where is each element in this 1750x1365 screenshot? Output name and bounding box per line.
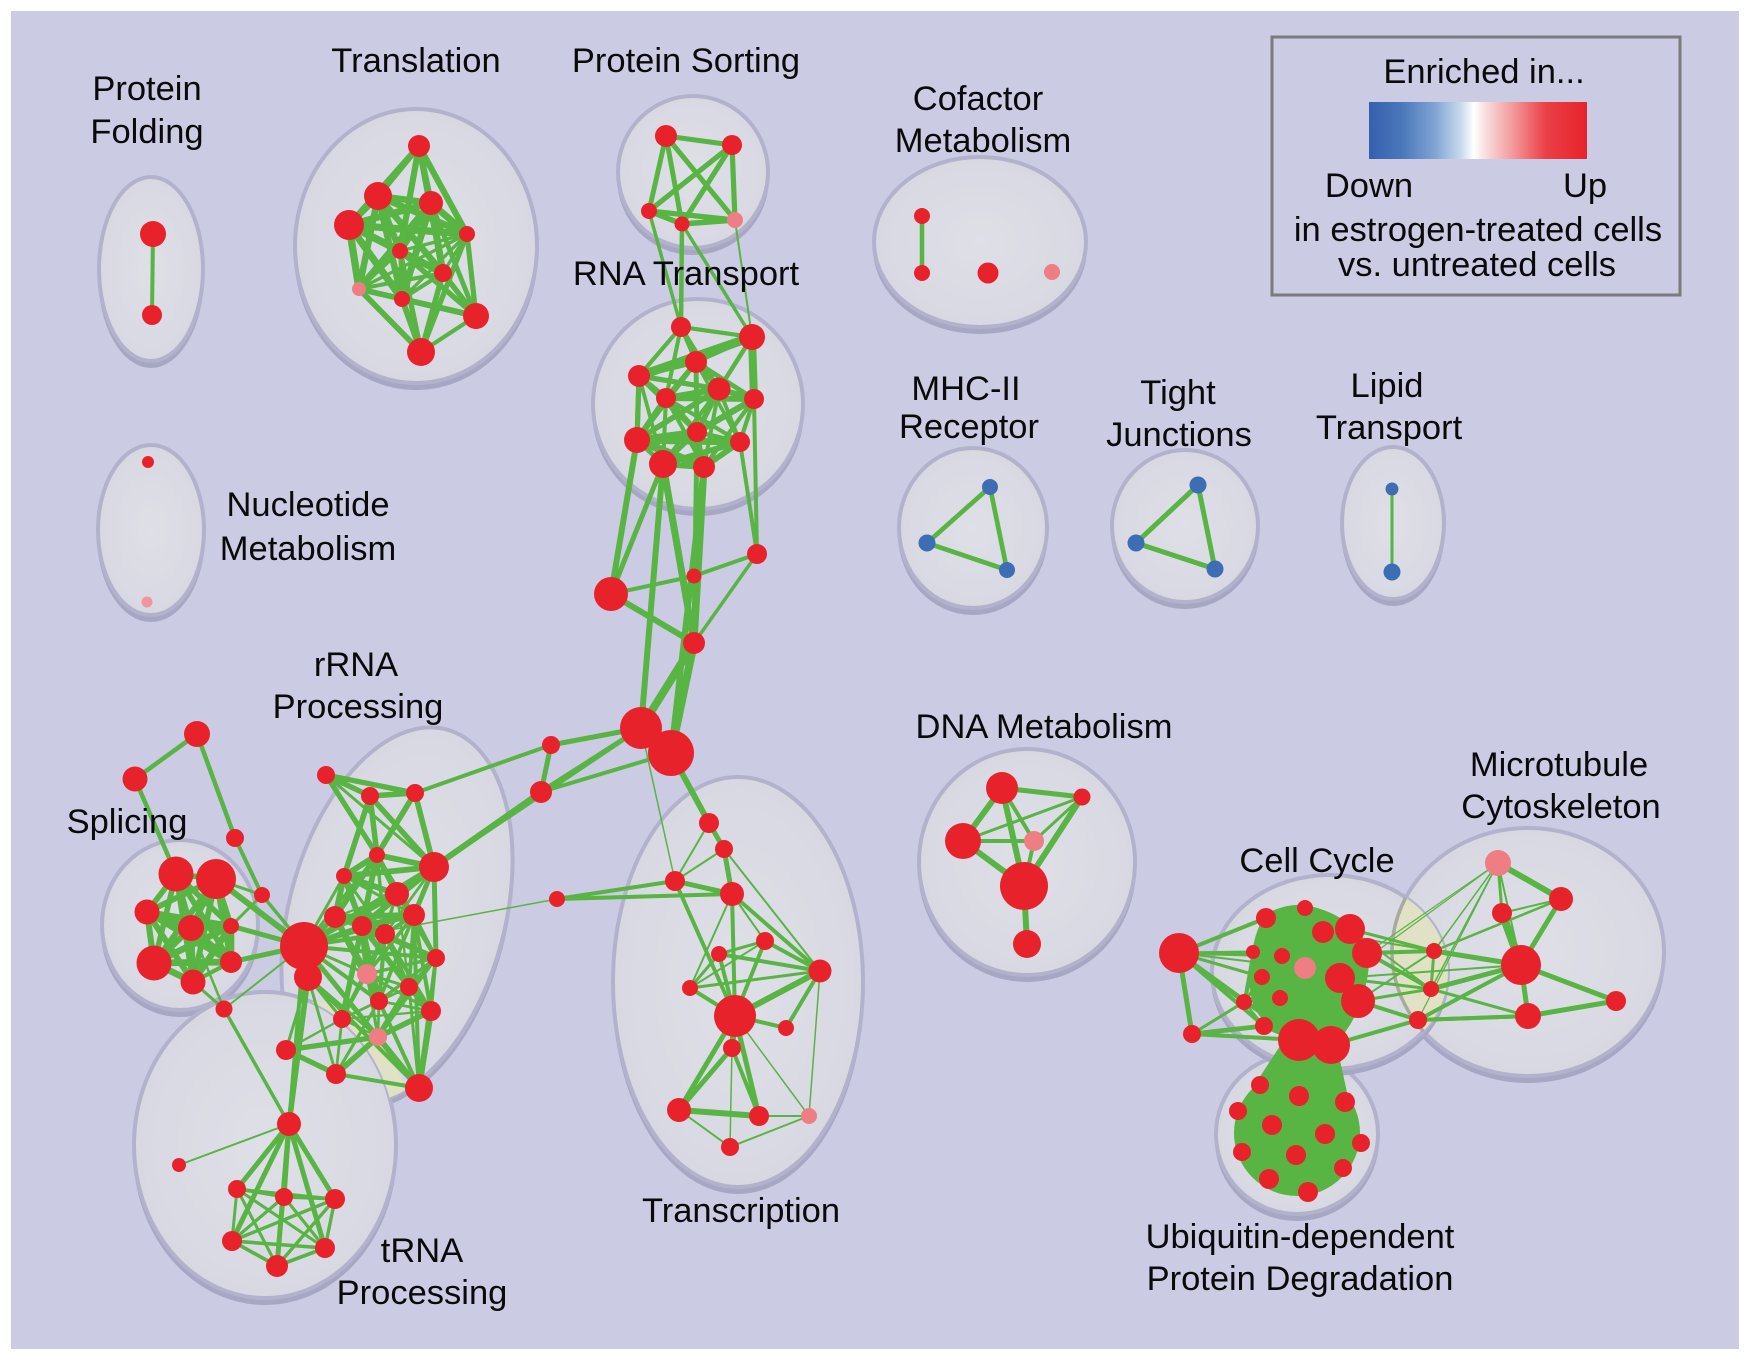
svg-text:Processing: Processing — [273, 688, 444, 726]
svg-text:Translation: Translation — [331, 42, 500, 80]
svg-text:Protein: Protein — [92, 70, 201, 108]
svg-text:RNA Transport: RNA Transport — [573, 255, 800, 293]
svg-text:MHC-II: MHC-II — [911, 370, 1020, 408]
svg-text:vs. untreated cells: vs. untreated cells — [1338, 246, 1616, 284]
svg-text:Processing: Processing — [337, 1274, 508, 1312]
svg-text:Cofactor: Cofactor — [913, 80, 1043, 118]
svg-text:Protein Degradation: Protein Degradation — [1147, 1260, 1454, 1298]
svg-text:Cytoskeleton: Cytoskeleton — [1461, 788, 1660, 826]
svg-text:Tight: Tight — [1140, 374, 1216, 412]
svg-text:Receptor: Receptor — [899, 408, 1039, 446]
svg-text:Microtubule: Microtubule — [1470, 746, 1648, 784]
svg-text:Junctions: Junctions — [1106, 416, 1252, 454]
svg-text:DNA Metabolism: DNA Metabolism — [916, 708, 1173, 746]
svg-text:Down: Down — [1325, 167, 1413, 205]
svg-text:Transcription: Transcription — [642, 1192, 840, 1230]
svg-text:in estrogen-treated cells: in estrogen-treated cells — [1294, 211, 1662, 249]
svg-text:Metabolism: Metabolism — [220, 530, 396, 568]
svg-text:tRNA: tRNA — [381, 1232, 463, 1270]
svg-text:Enriched in...: Enriched in... — [1383, 53, 1584, 91]
svg-text:Ubiquitin-dependent: Ubiquitin-dependent — [1146, 1218, 1455, 1256]
svg-text:Metabolism: Metabolism — [895, 122, 1071, 160]
svg-text:Lipid: Lipid — [1351, 367, 1424, 405]
svg-text:Splicing: Splicing — [67, 803, 188, 841]
svg-text:Nucleotide: Nucleotide — [226, 486, 389, 524]
svg-text:Cell Cycle: Cell Cycle — [1239, 842, 1394, 880]
svg-text:rRNA: rRNA — [314, 646, 398, 684]
svg-text:Protein Sorting: Protein Sorting — [572, 42, 800, 80]
svg-text:Folding: Folding — [90, 113, 203, 151]
svg-text:Transport: Transport — [1316, 409, 1463, 447]
svg-text:Up: Up — [1563, 167, 1607, 205]
